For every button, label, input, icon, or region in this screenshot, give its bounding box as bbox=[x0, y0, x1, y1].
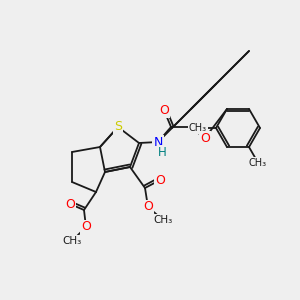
Text: O: O bbox=[200, 131, 210, 145]
Text: O: O bbox=[143, 200, 153, 214]
Text: CH₃: CH₃ bbox=[249, 158, 267, 168]
Text: S: S bbox=[114, 121, 122, 134]
Text: N: N bbox=[153, 136, 163, 148]
Text: O: O bbox=[155, 173, 165, 187]
Text: O: O bbox=[81, 220, 91, 233]
Text: CH₃: CH₃ bbox=[189, 123, 207, 133]
Text: O: O bbox=[159, 103, 169, 116]
Text: CH₃: CH₃ bbox=[62, 236, 82, 246]
Text: CH₃: CH₃ bbox=[153, 215, 172, 225]
Text: H: H bbox=[158, 146, 166, 158]
Text: O: O bbox=[65, 197, 75, 211]
